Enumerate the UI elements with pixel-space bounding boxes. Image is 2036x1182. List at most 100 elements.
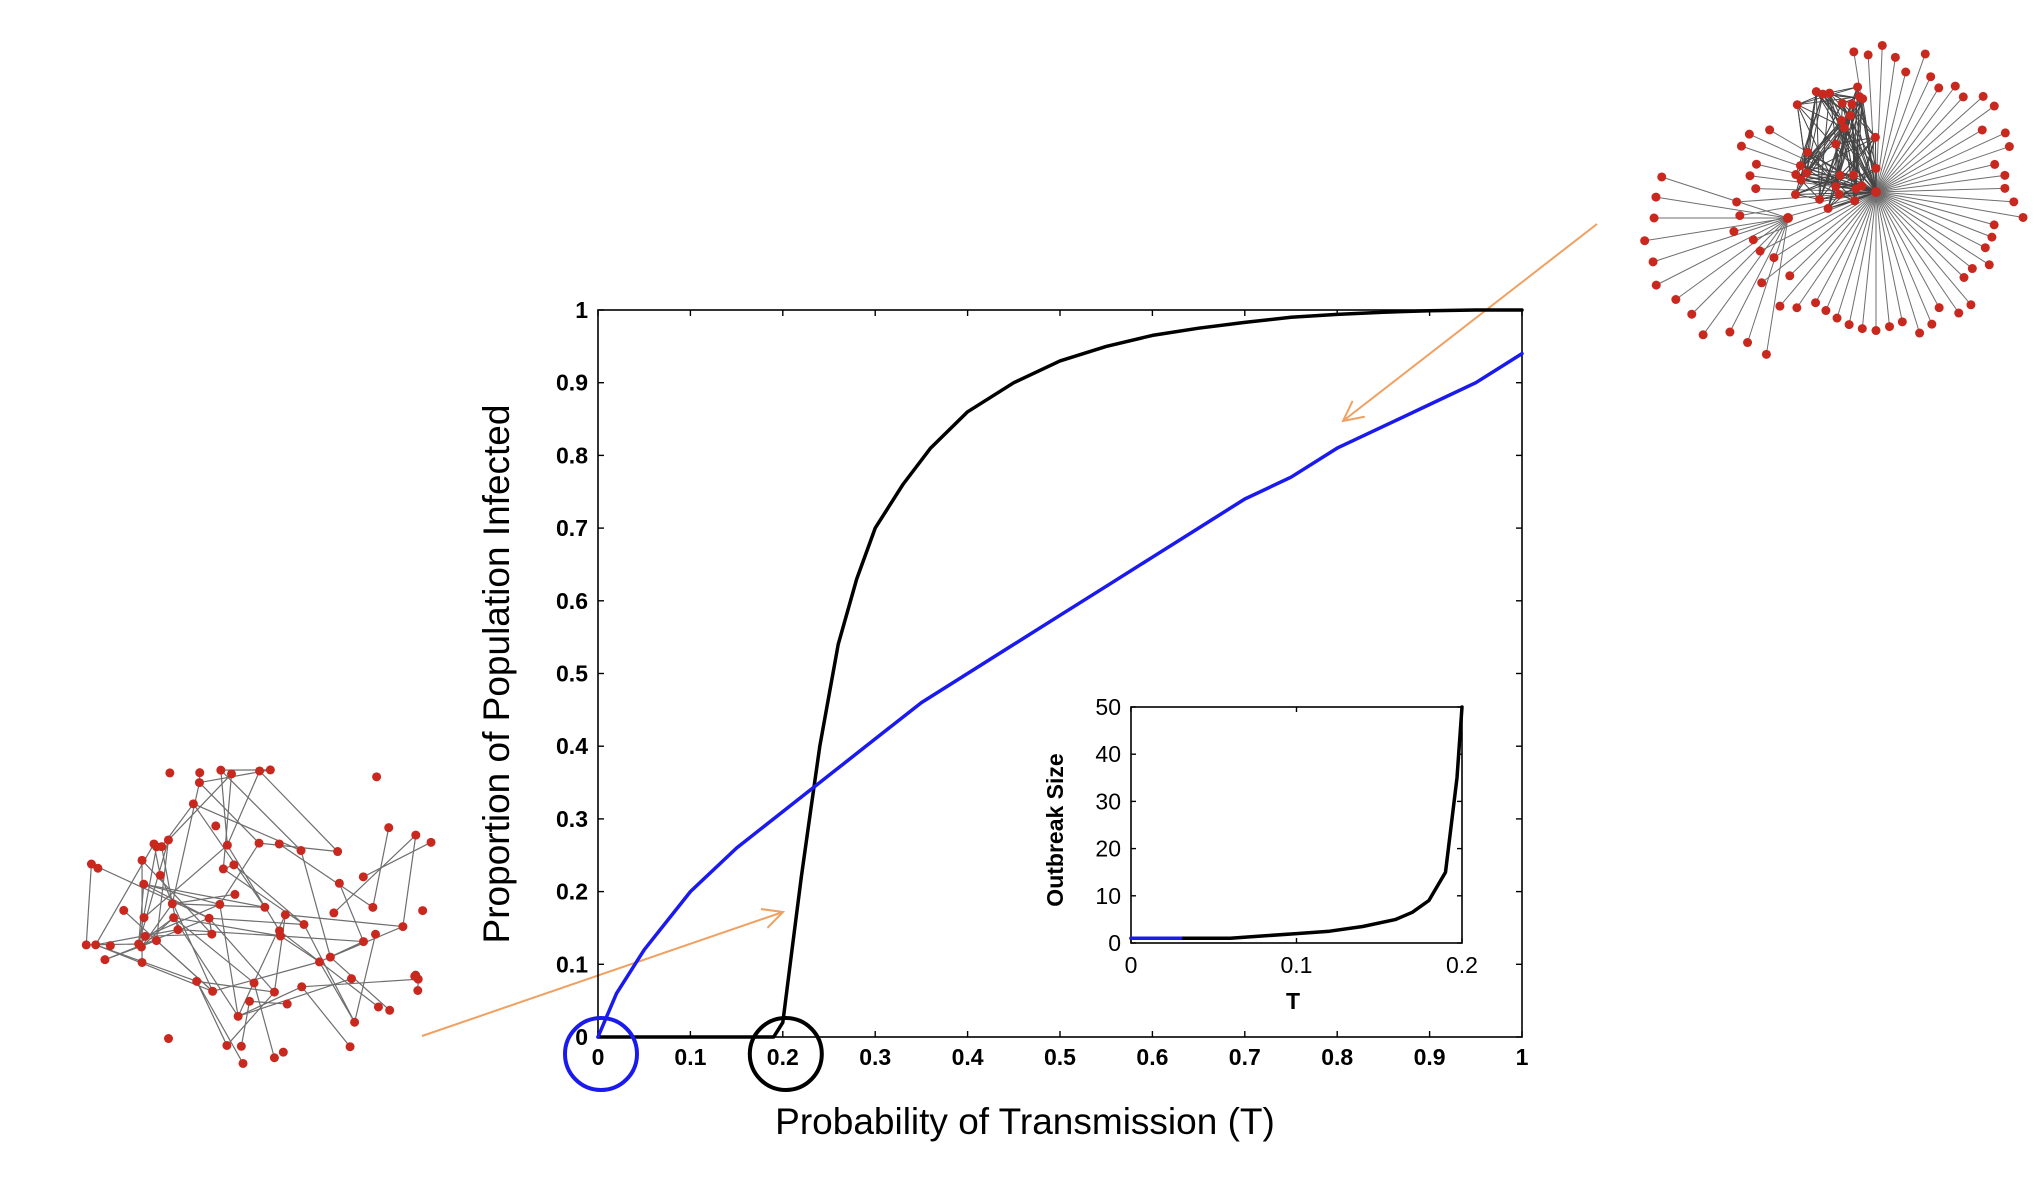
network-edge	[143, 883, 220, 905]
network-node	[1757, 278, 1767, 288]
network-hub-node	[1871, 187, 1881, 197]
network-edge	[1796, 191, 1877, 309]
network-edge	[1875, 191, 1965, 278]
network-edge	[1875, 191, 1890, 327]
network-node	[167, 899, 177, 909]
network-edge	[1875, 105, 1995, 193]
network-edge	[143, 844, 228, 919]
network-edge	[1789, 191, 1877, 277]
network-edge	[1739, 191, 1877, 217]
network-node	[265, 765, 275, 775]
network-node	[1871, 326, 1881, 336]
network-edge	[1848, 191, 1877, 325]
network-node	[137, 855, 147, 865]
network-edge	[155, 839, 170, 941]
network-node	[1845, 111, 1855, 121]
network-node	[229, 860, 239, 870]
network-node	[1725, 327, 1735, 337]
network-node	[1823, 203, 1833, 213]
network-node	[163, 835, 173, 845]
network-node	[1765, 125, 1775, 135]
network-edge	[1875, 87, 1940, 193]
network-node	[346, 974, 356, 984]
network-edge	[1875, 191, 1986, 249]
network-node	[140, 931, 150, 941]
network-node	[1853, 82, 1863, 92]
network-edge	[1729, 217, 1789, 333]
network-edge	[1875, 191, 1921, 334]
y-tick-label: 0	[1108, 930, 1121, 956]
network-edge	[1747, 217, 1789, 343]
network-node	[192, 976, 202, 986]
network-node	[1796, 175, 1806, 185]
network-node	[249, 978, 259, 988]
network-edge	[196, 981, 228, 1046]
x-tick-label: 0.8	[1321, 1044, 1353, 1070]
network-edge	[1859, 96, 1877, 193]
network-edge	[1773, 191, 1877, 259]
network-edge	[192, 803, 266, 908]
network-edge	[240, 1001, 251, 1047]
network-edge	[1819, 191, 1877, 200]
y-tick-label: 0.1	[556, 951, 588, 977]
network-node	[1791, 170, 1801, 180]
network-node	[269, 987, 279, 997]
series-line-black	[1129, 705, 1464, 941]
network-node	[155, 870, 165, 880]
network-node	[233, 1011, 243, 1021]
y-tick-label: 0.5	[556, 661, 588, 687]
inset-plot-frame	[1130, 706, 1463, 944]
x-tick-label: 0.9	[1414, 1044, 1446, 1070]
network-edge	[1875, 187, 2005, 193]
network-node	[325, 952, 335, 962]
network-edge	[177, 929, 281, 937]
network-node	[2000, 170, 2010, 180]
network-node	[195, 768, 205, 778]
network-node	[1640, 236, 1650, 246]
network-node	[1989, 220, 1999, 230]
network-node	[1825, 88, 1835, 98]
network-node	[1755, 246, 1765, 256]
network-edge	[1875, 191, 1903, 322]
network-edge	[1807, 91, 1817, 153]
network-node	[1775, 301, 1785, 311]
inset-x-axis-label: T	[1286, 988, 1300, 1014]
network-edge	[104, 940, 157, 961]
network-edge	[1822, 93, 1877, 193]
network-edge	[1875, 163, 1995, 193]
network-edge	[237, 986, 302, 1017]
series-line-blue	[596, 351, 1524, 1039]
network-edge	[1702, 217, 1789, 336]
network-node	[1835, 170, 1845, 180]
network-node	[358, 872, 368, 882]
network-node	[100, 955, 110, 965]
network-node	[245, 996, 255, 1006]
network-node	[1844, 320, 1854, 330]
network-edge	[1841, 120, 1877, 193]
network-node	[1857, 324, 1867, 334]
network-node	[1832, 313, 1842, 323]
network-edge	[219, 842, 260, 905]
network-node	[371, 929, 381, 939]
network-node	[299, 919, 309, 929]
network-node	[1818, 89, 1828, 99]
network-edge	[173, 917, 281, 937]
network-node	[297, 982, 307, 992]
network-node	[207, 929, 217, 939]
highlight-circle-black	[747, 1016, 824, 1092]
network-node	[91, 940, 101, 950]
network-node	[1927, 319, 1937, 329]
network-edge	[1861, 191, 1877, 329]
y-tick-label: 20	[1095, 836, 1121, 862]
x-tick-label: 0	[592, 1044, 605, 1070]
network-node	[1837, 98, 1847, 108]
network-edge	[1875, 129, 1983, 193]
network-node	[2018, 212, 2028, 222]
network-node	[1855, 92, 1865, 102]
network-edge	[1875, 85, 1956, 193]
network-node	[119, 905, 129, 915]
network-node	[1651, 280, 1661, 290]
y-tick-label: 0.9	[556, 370, 588, 396]
network-edge	[1656, 217, 1789, 286]
y-tick-label: 0	[575, 1024, 588, 1050]
